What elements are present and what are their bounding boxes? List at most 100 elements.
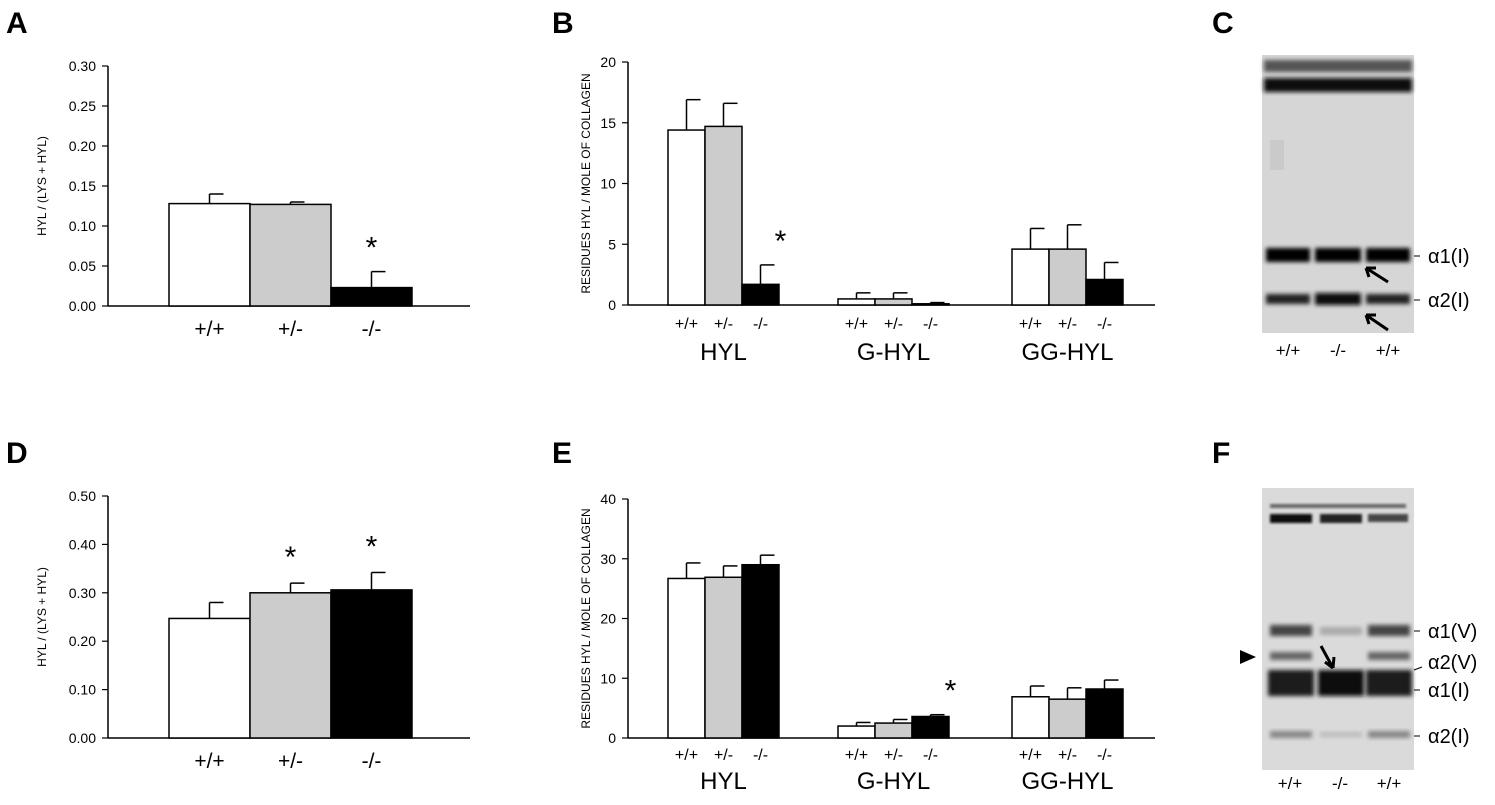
- y-tick-label: 0.50: [69, 488, 96, 504]
- bar-HYL-2: [741, 563, 780, 739]
- panel-letter-f: F: [1212, 437, 1230, 470]
- chart-a: 0.00 0.05 0.10 0.15 0.20 0.25 0.30 HYL / (LYS +…: [35, 58, 470, 341]
- y-axis-label: HYL / (LYS + HYL): [35, 136, 49, 236]
- group-label: HYL: [700, 768, 747, 795]
- y-tick-label: 0.00: [69, 730, 96, 746]
- panel-letter-d: D: [6, 437, 28, 470]
- bar-: [168, 202, 251, 307]
- gel-f-arrowhead-left: [1240, 650, 1256, 664]
- y-tick-label: 0.15: [69, 178, 96, 194]
- gel-c-band-a2-lane2: [1315, 293, 1361, 305]
- gel-f-band-label-1: α1(V): [1428, 621, 1477, 643]
- significance-marker: *: [366, 530, 378, 563]
- gel-c-band-top2: [1264, 78, 1412, 92]
- y-tick-label: 20: [600, 54, 616, 70]
- chart-e: 0 10 20 30 40 RESIDUES HYL / MOLE OF COLLAGEN…: [579, 491, 1155, 795]
- gel-f-band-label-2: α2(V): [1428, 652, 1477, 674]
- bar-HYL-1: [704, 576, 743, 739]
- y-tick-label: 0: [608, 730, 616, 746]
- gel-c-band-a1-lane2: [1315, 248, 1361, 262]
- gel-f-band-a2v-lane1: [1270, 652, 1312, 660]
- y-tick-label: 20: [600, 611, 616, 627]
- genotype-label: -/-: [753, 316, 768, 333]
- bar-G-HYL-0: [837, 725, 876, 739]
- bar-HYL-0: [667, 129, 706, 306]
- gel-f-lane-label-2: -/-: [1332, 774, 1348, 793]
- genotype-label: +/+: [845, 747, 868, 764]
- genotype-label: +/-: [1058, 747, 1077, 764]
- category-label: +/+: [194, 750, 224, 773]
- gel-f-lane-label-1: +/+: [1278, 774, 1303, 793]
- y-tick-label: 0.00: [69, 298, 96, 314]
- gel-f-band-top2-lane2: [1320, 514, 1362, 523]
- genotype-label: -/-: [1097, 316, 1112, 333]
- significance-marker: *: [285, 541, 297, 574]
- genotype-label: +/-: [884, 747, 903, 764]
- bar-GG-HYL-0: [1011, 248, 1050, 306]
- gel-c-lane-label-3: +/+: [1376, 341, 1401, 360]
- gel-c-arrow-2: [1364, 313, 1389, 332]
- bar-HYL-1: [704, 125, 743, 306]
- genotype-label: +/+: [675, 747, 698, 764]
- gel-f-band-a1i-lane2: [1318, 670, 1364, 696]
- bar-HYL-0: [667, 577, 706, 739]
- genotype-label: +/+: [1019, 316, 1042, 333]
- genotype-label: +/-: [714, 747, 733, 764]
- gel-f: α1(V) α2(V) α1(I) α2(I) +/+ -/- +/+: [1240, 488, 1477, 793]
- y-tick-label: 0: [608, 297, 616, 313]
- bar-: [249, 203, 332, 307]
- y-axis-label: HYL / (LYS + HYL): [35, 567, 49, 667]
- gel-f-band-top2-lane3: [1368, 514, 1408, 522]
- y-tick-label: 0.20: [69, 633, 96, 649]
- gel-f-band-top1: [1270, 504, 1406, 508]
- panel-letter-a: A: [6, 7, 28, 40]
- gel-c-band-label-1: α1(I): [1428, 246, 1470, 268]
- category-label: +/-: [278, 750, 303, 773]
- bar-GG-HYL-1: [1048, 698, 1087, 739]
- gel-c-band-a2-lane3: [1366, 294, 1410, 304]
- category-label: -/-: [362, 750, 382, 773]
- gel-f-band-a2v-lane3: [1368, 652, 1410, 660]
- significance-marker: *: [366, 232, 378, 265]
- bar-G-HYL-1: [874, 298, 913, 306]
- bar-G-HYL-2: [911, 303, 950, 306]
- gel-f-band-label-3: α1(I): [1428, 680, 1470, 702]
- gel-f-band-a2i-lane1: [1270, 731, 1312, 738]
- significance-marker: *: [775, 225, 787, 258]
- y-tick-label: 5: [608, 236, 616, 252]
- bar-G-HYL-1: [874, 722, 913, 739]
- bar-: [330, 286, 413, 307]
- group-label: GG-HYL: [1021, 768, 1113, 795]
- gel-f-label-tick-2: [1413, 666, 1423, 671]
- gel-c-band-a2-lane1: [1266, 294, 1310, 304]
- gel-f-band-label-4: α2(I): [1428, 726, 1470, 748]
- panel-letter-c: C: [1212, 7, 1234, 40]
- genotype-label: -/-: [1097, 747, 1112, 764]
- y-tick-label: 30: [600, 551, 616, 567]
- genotype-label: -/-: [753, 747, 768, 764]
- gel-f-band-a1v-lane3: [1368, 625, 1410, 636]
- gel-c-lane-label-2: -/-: [1330, 341, 1346, 360]
- panel-letter-e: E: [552, 437, 572, 470]
- genotype-label: +/-: [1058, 316, 1077, 333]
- gel-c-arrow-1: [1364, 266, 1389, 284]
- gel-f-band-a2i-lane3: [1368, 731, 1410, 738]
- bar-G-HYL-2: [911, 715, 950, 739]
- bar-GG-HYL-1: [1048, 248, 1087, 306]
- gel-f-band-top2-lane1: [1270, 514, 1312, 523]
- category-label: +/-: [278, 318, 303, 341]
- bar-GG-HYL-2: [1085, 278, 1124, 306]
- bar-: [249, 592, 332, 739]
- genotype-label: +/-: [884, 316, 903, 333]
- y-tick-label: 0.10: [69, 682, 96, 698]
- bar-: [168, 617, 251, 739]
- group-label: HYL: [700, 339, 747, 366]
- gel-c-smear: [1270, 140, 1284, 170]
- category-label: +/+: [194, 318, 224, 341]
- gel-f-lane-label-3: +/+: [1377, 774, 1402, 793]
- y-axis-label: RESIDUES HYL / MOLE OF COLLAGEN: [579, 73, 593, 293]
- y-tick-label: 10: [600, 176, 616, 192]
- y-tick-label: 15: [600, 115, 616, 131]
- y-tick-label: 0.10: [69, 218, 96, 234]
- gel-c-band-top1: [1264, 60, 1412, 72]
